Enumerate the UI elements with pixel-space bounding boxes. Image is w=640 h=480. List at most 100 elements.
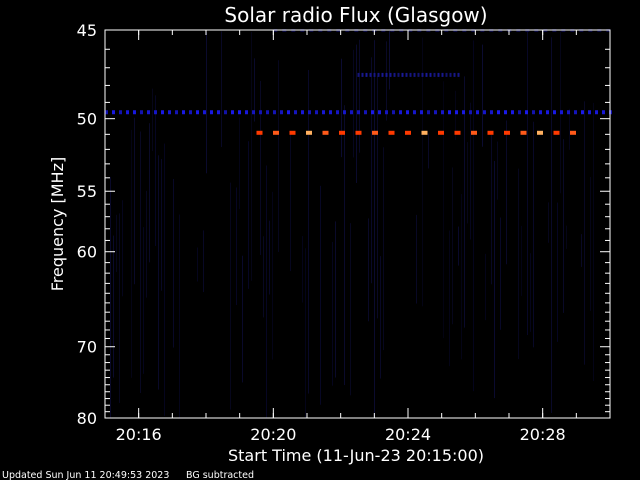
noise-streak	[359, 39, 360, 153]
emission-pixel	[126, 110, 129, 115]
emission-pixel	[355, 130, 362, 135]
noise-streak	[152, 88, 153, 152]
noise-streak	[140, 131, 141, 394]
noise-streak	[500, 217, 501, 330]
noise-streak	[179, 214, 180, 418]
emission-pixel	[372, 130, 378, 135]
emission-pixel	[413, 110, 416, 115]
emission-pixel	[454, 130, 461, 135]
emission-pixel	[434, 110, 437, 115]
noise-streak	[155, 95, 156, 246]
emission-pixel	[329, 110, 332, 115]
y-tick-label: 70	[77, 338, 97, 357]
noise-streak	[344, 105, 345, 386]
emission-pixel	[401, 72, 404, 77]
noise-streak	[332, 241, 333, 386]
noise-streak	[467, 142, 468, 224]
emission-pixel	[525, 110, 528, 115]
emission-pixel	[388, 130, 395, 135]
emission-pixel	[405, 130, 411, 135]
y-tick-label: 55	[77, 182, 97, 201]
noise-streak	[131, 129, 132, 378]
noise-streak	[164, 143, 165, 416]
emission-pixel	[280, 110, 283, 115]
noise-streak	[134, 117, 135, 285]
noise-streak	[569, 108, 570, 150]
emission-pixel	[259, 110, 262, 115]
emission-feature	[105, 110, 612, 115]
emission-pixel	[420, 110, 423, 115]
emission-pixel	[553, 130, 560, 135]
emission-pixel	[238, 110, 241, 115]
noise-streak	[290, 130, 291, 272]
noise-streak	[551, 37, 552, 413]
noise-streak	[158, 155, 159, 390]
emission-pixel	[504, 110, 507, 115]
emission-pixel	[560, 110, 563, 115]
noise-streak	[203, 230, 204, 293]
emission-pixel	[483, 110, 486, 115]
y-tick-label: 60	[77, 243, 97, 262]
emission-pixel	[381, 72, 384, 77]
plot-area	[105, 29, 612, 419]
emission-pixel	[441, 110, 444, 115]
emission-pixel	[397, 72, 400, 77]
y-tick-label: 50	[77, 110, 97, 129]
noise-streak	[563, 139, 564, 313]
emission-pixel	[231, 110, 234, 115]
emission-pixel	[427, 110, 430, 115]
emission-pixel	[385, 110, 388, 115]
emission-pixel	[581, 110, 584, 115]
noise-streak	[260, 80, 261, 255]
noise-streak	[386, 41, 387, 121]
emission-pixel	[438, 130, 444, 135]
noise-streak	[530, 253, 531, 332]
noise-streak	[482, 44, 483, 147]
emission-pixel	[602, 110, 605, 115]
footer-note-text: BG subtracted	[186, 470, 254, 480]
emission-pixel	[322, 130, 329, 135]
emission-pixel	[518, 110, 521, 115]
noise-streak	[146, 190, 147, 298]
noise-streak	[266, 165, 267, 418]
emission-pixel	[455, 110, 458, 115]
noise-streak	[497, 141, 498, 200]
emission-pixel	[393, 72, 396, 77]
noise-streak	[494, 160, 495, 399]
noise-streak	[461, 194, 462, 360]
noise-streak	[350, 223, 351, 396]
emission-pixel	[175, 110, 178, 115]
emission-pixel	[168, 110, 171, 115]
emission-pixel	[409, 72, 412, 77]
noise-streak	[428, 133, 429, 169]
emission-pixel	[392, 110, 395, 115]
emission-pixel	[433, 72, 436, 77]
emission-pixel	[570, 130, 576, 135]
emission-pixel	[406, 110, 409, 115]
emission-pixel	[421, 130, 428, 135]
emission-pixel	[161, 110, 164, 115]
emission-pixel	[371, 110, 374, 115]
emission-pixel	[357, 72, 360, 77]
noise-streak	[206, 32, 207, 174]
noise-streak	[584, 101, 585, 365]
emission-pixel	[336, 110, 339, 115]
background-noise	[110, 31, 594, 419]
emission-pixel	[112, 110, 115, 115]
emission-pixel	[532, 110, 535, 115]
noise-streak	[254, 58, 255, 122]
emission-pixel	[133, 110, 136, 115]
emission-pixel	[588, 110, 591, 115]
noise-streak	[269, 220, 270, 295]
noise-streak	[590, 176, 591, 311]
noise-streak	[149, 123, 150, 263]
emission-pixel	[203, 110, 206, 115]
emission-pixel	[553, 110, 556, 115]
emission-pixel	[294, 110, 297, 115]
noise-streak	[380, 256, 381, 379]
emission-feature	[357, 72, 460, 77]
noise-streak	[491, 135, 492, 285]
noise-streak	[581, 234, 582, 267]
emission-pixel	[385, 72, 388, 77]
y-axis-label: Frequency [MHz]	[48, 157, 67, 291]
